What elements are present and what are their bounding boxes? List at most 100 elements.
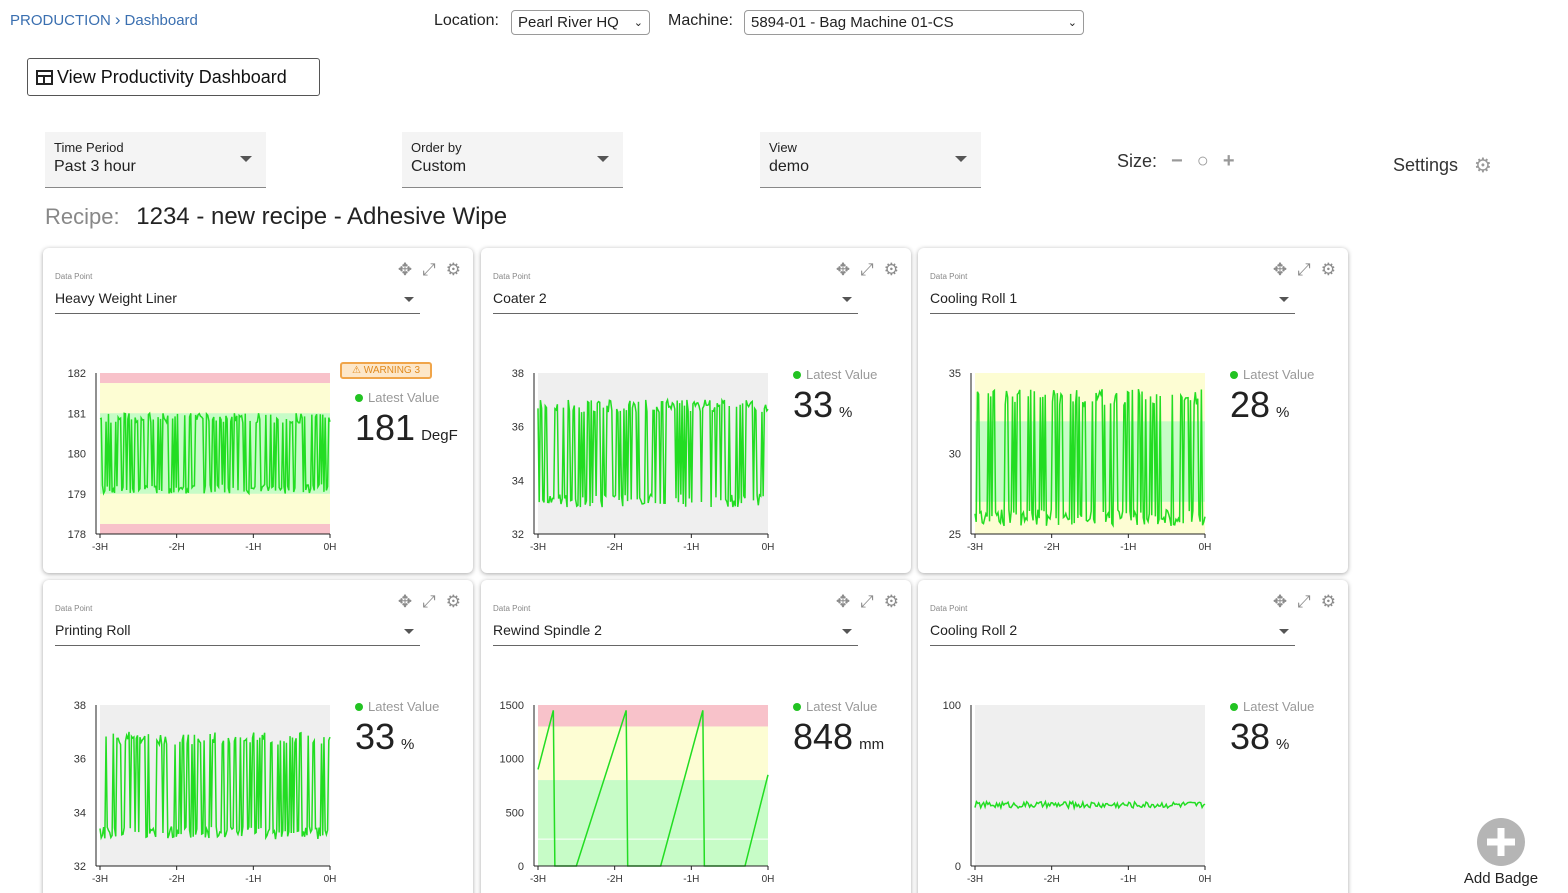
caret-down-icon [1279,629,1289,634]
data-point-select[interactable]: Rewind Spindle 2 [493,622,858,646]
plot-area [975,705,1205,866]
machine-select[interactable]: 5894-01 - Bag Machine 01-CS ⌄ [744,10,1084,35]
latest-value-panel: Latest Value 28 % [1230,367,1355,426]
expand-icon[interactable]: ⤢ [422,260,436,279]
size-label: Size: [1117,151,1158,171]
gear-icon[interactable]: ⚙ [445,592,461,611]
status-dot-icon [1230,702,1238,711]
time-period-value: Past 3 hour [54,158,136,175]
latest-value-unit: DegF [421,427,458,444]
x-tick-label: 0H [324,874,337,885]
add-badge-button[interactable]: Add Badge [1461,818,1541,887]
location-label: Location: [434,12,499,29]
line-chart: 0 100 -3H -2H -1H 0H [943,700,1212,885]
move-icon[interactable]: ✥ [835,592,851,611]
expand-icon[interactable]: ⤢ [422,592,436,611]
data-point-select[interactable]: Coater 2 [493,290,858,314]
latest-value: 33 % [793,384,918,426]
line-chart: 32 34 36 38 -3H -2H -1H 0H [74,700,337,885]
reset-circle-icon[interactable]: ○ [1196,150,1209,172]
data-point-select[interactable]: Heavy Weight Liner [55,290,420,314]
latest-value-title: Latest Value [793,699,918,714]
latest-value: 848 mm [793,716,918,758]
view-label: View [769,140,797,155]
latest-value-number: 33 [793,384,834,425]
table-icon [36,69,53,85]
x-tick-label: 0H [1199,874,1212,885]
gear-icon: ⚙ [1474,155,1492,177]
location-select[interactable]: Pearl River HQ ⌄ [511,10,650,35]
data-point-label: Data Point [55,604,93,613]
y-tick-label: 181 [68,408,86,420]
y-tick-label: 35 [949,368,961,380]
latest-value-panel: Latest Value 181 DegF [355,390,480,449]
expand-icon[interactable]: ⤢ [860,592,874,611]
gear-icon[interactable]: ⚙ [445,260,461,279]
expand-icon[interactable]: ⤢ [1297,260,1311,279]
chevron-right-icon: › [114,10,121,29]
move-icon[interactable]: ✥ [397,260,413,279]
settings-button[interactable]: Settings ⚙ [1393,153,1492,178]
series-line [974,388,1206,528]
move-icon[interactable]: ✥ [1272,260,1288,279]
machine-label: Machine: [668,12,733,29]
move-icon[interactable]: ✥ [397,592,413,611]
gear-icon[interactable]: ⚙ [883,592,899,611]
y-tick-label: 0 [518,861,524,873]
plus-circle-icon [1477,818,1525,866]
threshold-band-normal [538,780,768,866]
expand-icon[interactable]: ⤢ [860,260,874,279]
recipe-heading: Recipe: 1234 - new recipe - Adhesive Wip… [45,203,507,231]
data-point-select[interactable]: Cooling Roll 1 [930,290,1295,314]
breadcrumb-root-link[interactable]: PRODUCTION [10,11,111,29]
move-icon[interactable]: ✥ [1272,592,1288,611]
latest-value-panel: Latest Value 33 % [355,699,480,758]
minus-icon[interactable]: − [1171,150,1183,172]
view-select[interactable]: View demo [760,132,981,188]
warning-icon: ⚠ [352,365,361,376]
latest-value-label: Latest Value [368,699,440,714]
gear-icon[interactable]: ⚙ [1320,260,1336,279]
x-tick-label: -3H [967,874,983,885]
order-by-select[interactable]: Order by Custom [402,132,623,188]
data-point-value: Printing Roll [55,622,131,638]
latest-value: 181 DegF [355,407,480,449]
gear-icon[interactable]: ⚙ [1320,592,1336,611]
expand-icon[interactable]: ⤢ [1297,592,1311,611]
x-tick-label: -3H [530,874,546,885]
y-tick-label: 36 [74,754,86,766]
latest-value-label: Latest Value [1243,699,1315,714]
move-icon[interactable]: ✥ [835,260,851,279]
x-tick-label: -1H [245,542,261,553]
line-chart: 178 179 180 181 182 -3H -2H -1H 0H [68,368,337,553]
view-productivity-dashboard-button[interactable]: View Productivity Dashboard [27,58,320,96]
plus-icon[interactable]: + [1222,150,1235,172]
line-chart: 25 30 35 -3H -2H -1H 0H [949,368,1212,553]
latest-value-panel: Latest Value 33 % [793,367,918,426]
card-toolbar: ✥ ⤢ ⚙ [1273,260,1336,280]
x-tick-label: -1H [1120,874,1136,885]
latest-value-panel: Latest Value 848 mm [793,699,918,758]
breadcrumb: PRODUCTION › Dashboard [10,10,198,30]
x-tick-label: -1H [1120,542,1136,553]
series-line [974,799,1206,811]
productivity-button-label: View Productivity Dashboard [57,66,287,87]
latest-value: 33 % [355,716,480,758]
chevron-down-icon: ⌄ [633,17,643,29]
card-toolbar: ✥ ⤢ ⚙ [836,592,899,612]
y-tick-label: 178 [68,529,86,541]
gear-icon[interactable]: ⚙ [883,260,899,279]
latest-value: 28 % [1230,384,1355,426]
data-point-select[interactable]: Cooling Roll 2 [930,622,1295,646]
x-tick-label: 0H [762,542,775,553]
x-tick-label: -2H [1044,874,1060,885]
data-point-value: Cooling Roll 1 [930,290,1018,306]
time-period-select[interactable]: Time Period Past 3 hour [45,132,266,188]
x-tick-label: -1H [683,542,699,553]
y-tick-label: 500 [506,807,524,819]
caret-down-icon [955,156,967,162]
data-point-select[interactable]: Printing Roll [55,622,420,646]
time-period-label: Time Period [54,140,124,155]
threshold-band-danger [538,705,768,727]
latest-value-number: 28 [1230,384,1271,425]
